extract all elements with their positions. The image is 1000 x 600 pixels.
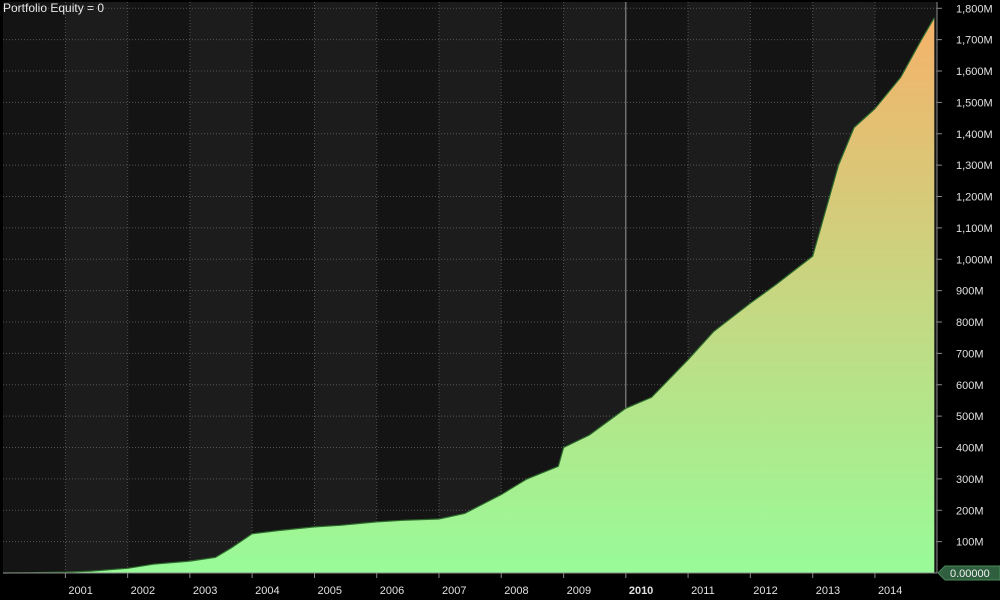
y-tick-label: 300M (956, 474, 984, 486)
year-band (376, 2, 439, 573)
y-tick-label: 700M (956, 348, 984, 360)
y-tick-label: 1,600M (956, 66, 993, 78)
x-tick-label: 2002 (131, 585, 155, 597)
y-tick-label: 1,300M (956, 160, 993, 172)
year-band (127, 2, 190, 573)
x-tick-label: 2005 (318, 585, 342, 597)
year-band (314, 2, 377, 573)
year-band (3, 2, 66, 573)
x-tick-label: 2004 (255, 585, 279, 597)
x-tick-label: 2013 (816, 585, 840, 597)
y-tick-label: 1,800M (956, 3, 993, 15)
y-tick-label: 600M (956, 380, 984, 392)
y-tick-label: 1,700M (956, 35, 993, 47)
y-tick-label: 1,400M (956, 129, 993, 141)
x-tick-label: 2003 (193, 585, 217, 597)
x-tick-label: 2014 (878, 585, 902, 597)
y-tick-label: 800M (956, 317, 984, 329)
y-tick-label: 1,100M (956, 223, 993, 235)
x-tick-label: 2011 (691, 585, 715, 597)
x-tick-label: 2008 (504, 585, 528, 597)
last-value-marker (937, 565, 1000, 581)
x-tick-label: 2001 (68, 585, 92, 597)
x-tick-label: 2007 (442, 585, 466, 597)
x-tick-label: 2010 (629, 585, 653, 597)
y-tick-label: 400M (956, 443, 984, 455)
last-value-label: 0.00000 (950, 568, 990, 580)
year-band (65, 2, 128, 573)
y-tick-label: 100M (956, 537, 984, 549)
y-tick-label: 500M (956, 411, 984, 423)
y-tick-label: 200M (956, 505, 984, 517)
chart-title: Portfolio Equity = 0 (3, 1, 105, 15)
y-tick-label: 1,500M (956, 97, 993, 109)
x-tick-label: 2009 (567, 585, 591, 597)
x-tick-label: 2012 (753, 585, 777, 597)
x-tick-label: 2006 (380, 585, 404, 597)
equity-line (2, 17, 935, 574)
year-band (189, 2, 253, 573)
year-band (438, 2, 502, 573)
y-tick-label: 900M (956, 286, 984, 298)
y-tick-label: 1,000M (956, 254, 993, 266)
year-band (252, 2, 315, 573)
y-tick-label: 1,200M (956, 192, 993, 204)
equity-area (3, 17, 935, 573)
